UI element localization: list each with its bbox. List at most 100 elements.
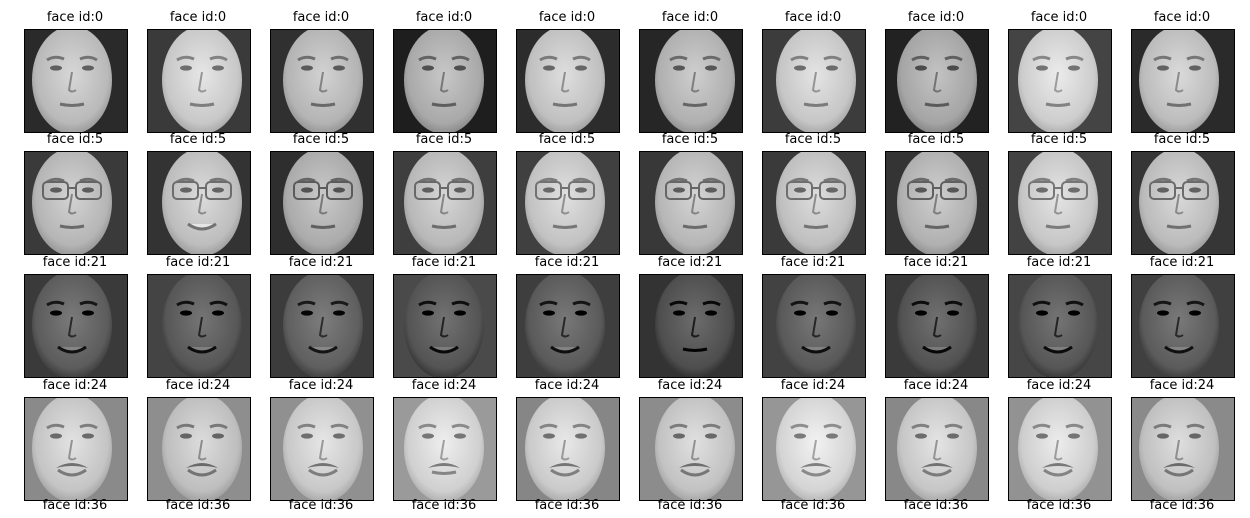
- face-id-label: face id:21: [165, 255, 231, 270]
- face-image: [271, 152, 373, 254]
- face-image: [1132, 30, 1234, 132]
- face-image: [517, 398, 619, 500]
- face-shape: [776, 398, 856, 500]
- face-image: [517, 30, 619, 132]
- face-image: [1132, 152, 1234, 254]
- face-shape: [283, 275, 363, 377]
- face-id-label: face id:21: [42, 255, 108, 270]
- face-shape: [283, 398, 363, 500]
- face-photo: [762, 151, 866, 255]
- face-id-label: face id:36: [657, 498, 723, 513]
- face-id-label: face id:36: [780, 498, 846, 513]
- face-id-label: face id:0: [907, 10, 965, 25]
- eye: [794, 65, 806, 71]
- face-id-label: face id:24: [780, 378, 846, 393]
- face-photo: [1008, 29, 1112, 133]
- eye: [82, 187, 94, 193]
- face-photo: [516, 397, 620, 501]
- face-photo: [393, 29, 497, 133]
- eye: [180, 310, 192, 316]
- eye: [1068, 310, 1080, 316]
- face-image: [517, 152, 619, 254]
- face-photo: [147, 397, 251, 501]
- face-image: [886, 152, 988, 254]
- face-shape: [1139, 30, 1219, 132]
- eye: [1189, 310, 1201, 316]
- eye: [1036, 187, 1048, 193]
- face-id-label: face id:21: [1149, 255, 1215, 270]
- face-image: [148, 152, 250, 254]
- eye: [705, 65, 717, 71]
- eye: [1036, 310, 1048, 316]
- eye: [1068, 187, 1080, 193]
- face-id-label: face id:5: [538, 132, 596, 147]
- eye: [301, 310, 313, 316]
- eye: [705, 310, 717, 316]
- face-photo: [885, 274, 989, 378]
- face-id-label: face id:24: [534, 378, 600, 393]
- eye: [575, 433, 587, 439]
- face-shape: [283, 152, 363, 254]
- eye: [180, 433, 192, 439]
- eye: [947, 187, 959, 193]
- face-image: [271, 398, 373, 500]
- face-photo: [24, 151, 128, 255]
- face-id-label: face id:0: [415, 10, 473, 25]
- face-photo: [1008, 274, 1112, 378]
- eye: [50, 433, 62, 439]
- face-photo: [639, 151, 743, 255]
- face-shape: [525, 275, 605, 377]
- face-shape: [32, 30, 112, 132]
- eye: [543, 187, 555, 193]
- face-photo: [762, 274, 866, 378]
- face-shape: [404, 152, 484, 254]
- face-image: [271, 30, 373, 132]
- face-photo: [1131, 151, 1235, 255]
- face-shape: [32, 152, 112, 254]
- face-image: [763, 30, 865, 132]
- face-shape: [404, 275, 484, 377]
- face-id-label: face id:5: [46, 132, 104, 147]
- face-photo: [24, 274, 128, 378]
- face-photo: [24, 29, 128, 133]
- eye: [180, 187, 192, 193]
- eye: [333, 65, 345, 71]
- face-image: [1132, 398, 1234, 500]
- face-id-label: face id:21: [411, 255, 477, 270]
- eye: [212, 187, 224, 193]
- eye: [915, 187, 927, 193]
- face-shape: [655, 398, 735, 500]
- face-id-label: face id:36: [288, 498, 354, 513]
- face-shape: [525, 152, 605, 254]
- face-photo: [147, 151, 251, 255]
- eye: [794, 433, 806, 439]
- eye: [1068, 433, 1080, 439]
- face-photo: [147, 274, 251, 378]
- eye: [915, 65, 927, 71]
- face-id-label: face id:5: [1153, 132, 1211, 147]
- face-shape: [32, 275, 112, 377]
- face-image: [763, 398, 865, 500]
- face-id-label: face id:5: [415, 132, 473, 147]
- eye: [705, 433, 717, 439]
- face-photo: [393, 151, 497, 255]
- face-shape: [404, 30, 484, 132]
- face-image: [394, 398, 496, 500]
- eye: [575, 187, 587, 193]
- face-id-label: face id:21: [780, 255, 846, 270]
- eye: [1189, 433, 1201, 439]
- face-shape: [32, 398, 112, 500]
- face-shape: [776, 152, 856, 254]
- eye: [1189, 187, 1201, 193]
- eye: [673, 433, 685, 439]
- face-photo: [1131, 274, 1235, 378]
- face-photo: [516, 151, 620, 255]
- face-id-label: face id:24: [903, 378, 969, 393]
- face-image: [394, 152, 496, 254]
- eye: [1189, 65, 1201, 71]
- face-shape: [655, 30, 735, 132]
- face-photo: [639, 397, 743, 501]
- face-shape: [1018, 30, 1098, 132]
- face-image: [148, 275, 250, 377]
